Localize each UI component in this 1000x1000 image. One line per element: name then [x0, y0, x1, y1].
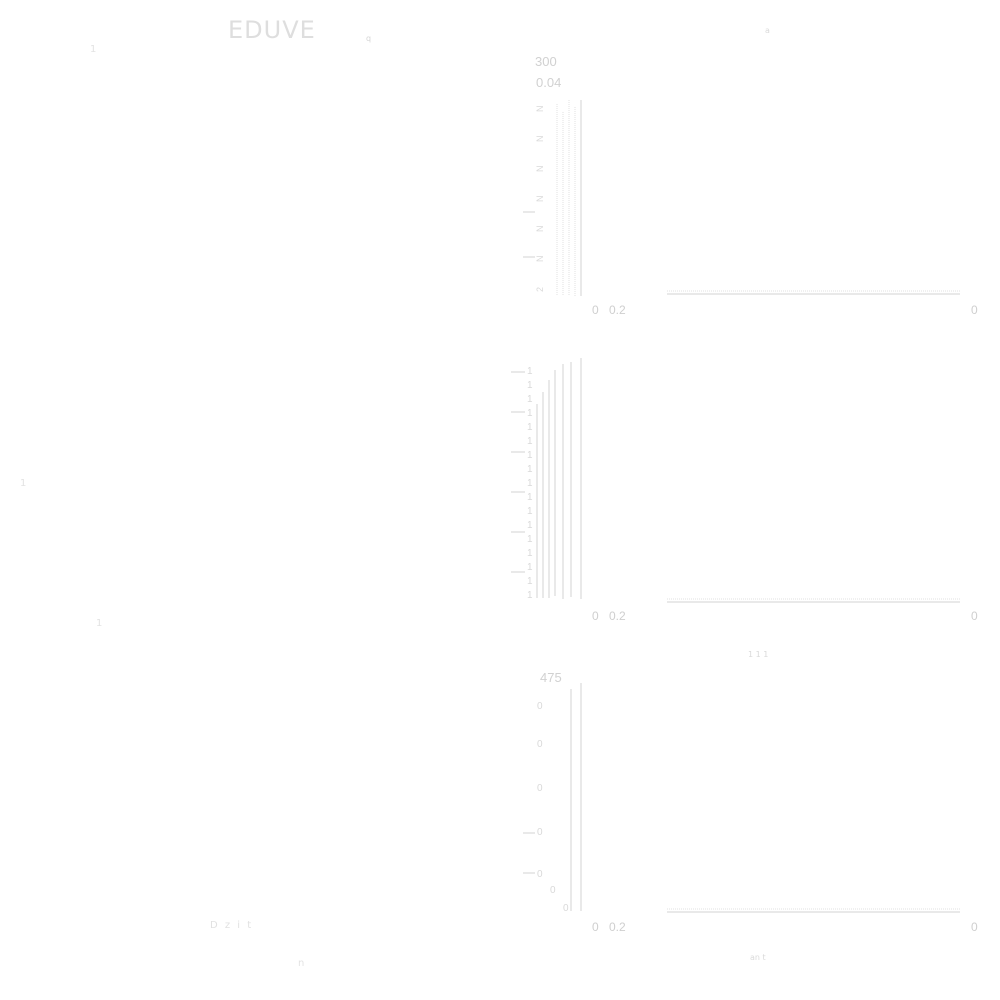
chart-3-x-tick-left: 0: [592, 920, 599, 934]
chart-3-top-label: 475: [540, 670, 562, 685]
svg-text:1: 1: [527, 366, 533, 377]
left-mark-3: 1: [96, 618, 103, 629]
svg-text:1: 1: [527, 492, 533, 503]
chart-2-dense-label-column: [536, 358, 582, 599]
svg-text:0: 0: [550, 885, 556, 896]
svg-text:0: 0: [537, 701, 543, 712]
middle-mark: 1 1 1: [748, 650, 769, 659]
chart-2-x-tick-mid: 0.2: [609, 609, 626, 623]
bottom-left-text: D z i t: [210, 920, 254, 931]
chart-1-vertical-labels: 2 N N N N N N: [535, 106, 545, 293]
chart-1-vertical-label-2: N: [535, 256, 545, 263]
svg-text:1: 1: [527, 478, 533, 489]
svg-text:1: 1: [527, 464, 533, 475]
chart-1-x-tick-left: 0: [592, 303, 599, 317]
svg-text:1: 1: [527, 380, 533, 391]
page-title: EDUVE: [228, 16, 316, 44]
chart-1-vertical-label-7: N: [535, 106, 545, 113]
svg-text:0: 0: [563, 903, 569, 914]
chart-2-small-labels: 1 1 1 1 1 1 1 1 1 1 1 1 1 1 1 1 1: [527, 366, 533, 601]
chart-panel-2: 1 1 1 1 1 1 1 1 1 1 1 1 1 1 1 1 1 0 0: [505, 352, 995, 627]
chart-1-labels: 300 0.04: [535, 54, 561, 90]
svg-text:1: 1: [527, 576, 533, 587]
chart-1-vertical-label-4: N: [535, 196, 545, 203]
title-mark: q: [366, 34, 372, 43]
svg-text:0: 0: [537, 739, 543, 750]
chart-3-svg: 475 0 0 0 0 0 0 0 0 0.2 0: [523, 670, 978, 934]
svg-text:0: 0: [537, 827, 543, 838]
svg-text:1: 1: [527, 408, 533, 419]
svg-text:1: 1: [527, 548, 533, 559]
bottom-left-mark: n: [298, 958, 305, 969]
chart-1-top-label: 300: [535, 54, 557, 69]
svg-text:1: 1: [527, 534, 533, 545]
chart-panel-3: 475 0 0 0 0 0 0 0 0 0.2 0: [505, 665, 995, 935]
svg-text:0: 0: [537, 783, 543, 794]
top-right-mark: a: [765, 26, 770, 35]
svg-text:1: 1: [527, 450, 533, 461]
svg-text:1: 1: [527, 562, 533, 573]
left-mark-2: 1: [20, 478, 27, 489]
chart-1-x-tick-right: 0: [971, 303, 978, 317]
chart-2-x-tick-right: 0: [971, 609, 978, 623]
svg-text:1: 1: [527, 436, 533, 447]
svg-text:1: 1: [527, 520, 533, 531]
chart-3-x-tick-right: 0: [971, 920, 978, 934]
svg-text:1: 1: [527, 394, 533, 405]
svg-text:1: 1: [527, 506, 533, 517]
chart-1-second-label: 0.04: [536, 75, 561, 90]
chart-2-x-tick-left: 0: [592, 609, 599, 623]
chart-3-x-tick-mid: 0.2: [609, 920, 626, 934]
chart-2-svg: 1 1 1 1 1 1 1 1 1 1 1 1 1 1 1 1 1 0 0: [511, 358, 978, 623]
chart-3-left-ticks: [523, 832, 535, 874]
svg-text:0: 0: [537, 869, 543, 880]
chart-1-vertical-label-5: N: [535, 166, 545, 173]
chart-2-left-ticks: [511, 371, 525, 573]
chart-3-label-column: 0 0 0 0 0 0 0: [537, 701, 569, 914]
bottom-right-mark: an t: [750, 953, 766, 962]
svg-text:1: 1: [527, 422, 533, 433]
chart-1-svg: 300 0.04 2 N N N N N N 0 0.2: [523, 54, 978, 317]
chart-1-vertical-label-6: N: [535, 136, 545, 143]
chart-1-vertical-label-3: N: [535, 226, 545, 233]
left-mark-1: 1: [90, 44, 97, 55]
chart-1-x-tick-mid: 0.2: [609, 303, 626, 317]
svg-text:1: 1: [527, 590, 533, 601]
chart-1-vertical-label-1: 2: [535, 287, 545, 292]
chart-panel-1: 300 0.04 2 N N N N N N 0 0.2: [505, 52, 995, 322]
